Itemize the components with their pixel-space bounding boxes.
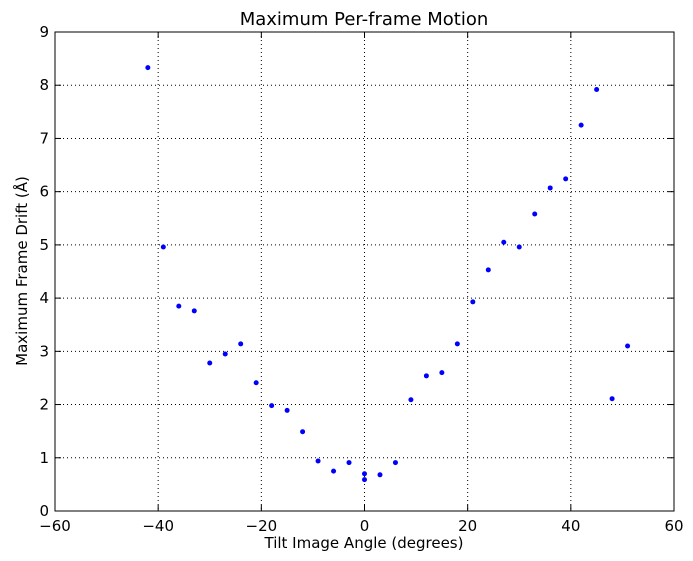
data-point <box>439 370 445 376</box>
data-point <box>315 458 321 464</box>
data-point <box>516 244 522 250</box>
data-point <box>284 407 290 413</box>
y-tick-label: 8 <box>39 76 49 94</box>
y-tick-label: 6 <box>39 183 49 201</box>
data-point <box>238 341 244 347</box>
data-point <box>470 299 476 305</box>
data-point <box>253 380 259 386</box>
x-axis-label: Tilt Image Angle (degrees) <box>264 534 464 552</box>
y-tick-label: 0 <box>39 502 49 520</box>
data-point <box>300 429 306 435</box>
y-tick-label: 2 <box>39 396 49 414</box>
y-tick-labels: 0 1 2 3 4 5 6 7 8 9 <box>39 23 49 520</box>
data-point <box>207 360 213 366</box>
data-points <box>145 65 631 483</box>
data-point <box>160 244 166 250</box>
data-point <box>454 341 460 347</box>
x-tick-label: −40 <box>142 517 174 535</box>
y-tick-label: 1 <box>39 449 49 467</box>
data-point <box>176 303 182 309</box>
data-point <box>331 468 337 474</box>
data-point <box>501 239 507 245</box>
data-point <box>269 403 275 409</box>
x-tick-labels: −60 −40 −20 0 20 40 60 <box>39 517 683 535</box>
data-point <box>408 397 414 403</box>
data-point <box>377 472 383 478</box>
data-point <box>609 396 615 402</box>
data-point <box>532 211 538 217</box>
y-tick-label: 4 <box>39 289 49 307</box>
y-tick-label: 9 <box>39 23 49 41</box>
y-tick-label: 3 <box>39 342 49 360</box>
data-point <box>346 460 352 466</box>
data-point <box>423 373 429 379</box>
x-tick-label: 0 <box>360 517 370 535</box>
data-point <box>625 343 631 349</box>
y-tick-label: 7 <box>39 129 49 147</box>
x-tick-label: 60 <box>664 517 683 535</box>
data-point <box>191 308 197 314</box>
data-point <box>392 460 398 466</box>
data-point <box>485 267 491 273</box>
data-point <box>547 185 553 191</box>
data-point <box>563 176 569 182</box>
x-tick-label: 20 <box>458 517 477 535</box>
data-point <box>145 65 151 71</box>
x-tick-label: −60 <box>39 517 71 535</box>
y-tick-label: 5 <box>39 236 49 254</box>
plot-frame <box>54 31 675 512</box>
y-axis-label: Maximum Frame Drift (Å) <box>12 176 31 366</box>
data-point <box>594 86 600 92</box>
x-tick-label: −20 <box>246 517 278 535</box>
data-point <box>362 471 367 477</box>
chart-title: Maximum Per-frame Motion <box>240 9 489 30</box>
data-point <box>222 351 228 357</box>
data-point <box>578 122 584 128</box>
x-tick-label: 40 <box>561 517 580 535</box>
data-point <box>362 477 367 483</box>
